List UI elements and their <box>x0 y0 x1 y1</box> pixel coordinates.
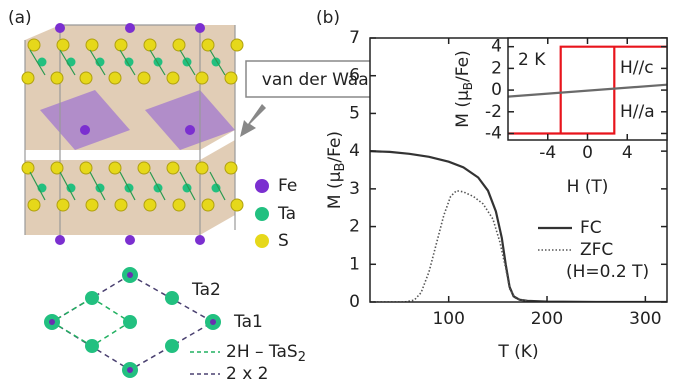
atom-s <box>86 39 98 51</box>
atom-s <box>51 72 63 84</box>
legend-atom <box>255 207 269 221</box>
y-tick-label: -2 <box>485 102 502 122</box>
y-axis-label-part: /Fe) <box>325 131 345 163</box>
atom-s <box>57 39 69 51</box>
x-axis-label: T (K) <box>497 342 538 362</box>
y-tick-label: 2 <box>349 217 360 237</box>
y-tick-label: 3 <box>349 179 360 199</box>
legend-atom <box>255 234 269 248</box>
atom-s <box>202 199 214 211</box>
y-tick-label: 6 <box>349 66 360 86</box>
y-axis-label-part: M (μ <box>453 90 473 128</box>
series-label: H//a <box>620 102 655 122</box>
y-tick-label: 0 <box>349 292 360 312</box>
atom-s <box>231 199 243 211</box>
atom-s <box>144 199 156 211</box>
legend-label: ZFC <box>580 240 613 260</box>
atom-ta <box>67 184 76 193</box>
atom-s <box>138 72 150 84</box>
y-tick-label: -4 <box>485 123 502 143</box>
x-tick-label: 100 <box>432 309 464 329</box>
panel-label: (a) <box>8 8 32 28</box>
atom-s <box>51 162 63 174</box>
site-label: Ta2 <box>191 280 221 300</box>
atom-fe <box>125 23 135 33</box>
lattice-legend: 2 x 2 <box>226 364 269 384</box>
atom-fe <box>185 125 195 135</box>
lattice-legend-sub: 2 <box>298 350 306 365</box>
panel-label: (b) <box>316 8 340 28</box>
lattice-legend: 2H – TaS2 <box>226 342 306 365</box>
y-axis-label-sub: B <box>461 82 475 90</box>
atom-s <box>225 162 237 174</box>
x-tick-label: -4 <box>539 143 556 163</box>
atom-s <box>115 199 127 211</box>
x-tick-label: 200 <box>531 309 563 329</box>
y-axis-label-part: M (μ <box>325 171 345 209</box>
atom-s <box>167 162 179 174</box>
atom-fe <box>195 23 205 33</box>
y-tick-label: 0 <box>491 80 502 100</box>
y-tick-label: 5 <box>349 103 360 123</box>
atom-s <box>202 39 214 51</box>
annotation: 2 K <box>518 50 546 70</box>
series-label: H//c <box>620 58 654 78</box>
x-axis-label: H (T) <box>567 177 609 197</box>
figure: (a) van der Waals Fe Ta S Ta2 Ta1 2H – T… <box>0 0 674 386</box>
atom-s <box>144 39 156 51</box>
x-tick-label: 4 <box>622 143 633 163</box>
lattice-legend-text: 2H – TaS <box>226 342 298 362</box>
atom-s <box>109 162 121 174</box>
atom-s <box>225 72 237 84</box>
y-axis-label-sub: B <box>333 163 348 172</box>
crystal-structure <box>22 23 243 245</box>
atom-s <box>22 72 34 84</box>
atom-s <box>173 39 185 51</box>
atom-fe <box>55 23 65 33</box>
atom-s <box>109 72 121 84</box>
y-axis-label: M (μB/Fe) <box>325 131 348 209</box>
atom-s <box>173 199 185 211</box>
callout-arrow <box>240 104 266 137</box>
legend-label: Fe <box>278 176 297 196</box>
atom-s <box>167 72 179 84</box>
callout-text: van der Waals <box>262 70 383 90</box>
atom-fe <box>55 235 65 245</box>
atom-s <box>80 72 92 84</box>
annotation: (H=0.2 T) <box>566 262 649 282</box>
atom-s <box>57 199 69 211</box>
x-tick-label: 0 <box>582 143 593 163</box>
x-tick-label: 300 <box>629 309 661 329</box>
y-tick-label: 2 <box>491 58 502 78</box>
atom-s <box>22 162 34 174</box>
y-tick-label: 4 <box>491 37 502 57</box>
y-tick-label: 7 <box>349 28 360 48</box>
legend-atom <box>255 179 269 193</box>
legend-label: FC <box>580 218 602 238</box>
atom-s <box>231 39 243 51</box>
legend-label: Ta <box>277 204 296 224</box>
atom-fe <box>125 235 135 245</box>
atom-s <box>86 199 98 211</box>
atom-s <box>138 162 150 174</box>
legend-label: S <box>278 231 289 251</box>
y-tick-label: 1 <box>349 254 360 274</box>
atom-s <box>28 39 40 51</box>
site-label: Ta1 <box>233 312 263 332</box>
y-axis-label-part: /Fe) <box>453 50 473 82</box>
y-tick-label: 4 <box>349 141 360 161</box>
atom-fe <box>195 235 205 245</box>
atom-s <box>115 39 127 51</box>
atom-s <box>196 72 208 84</box>
atom-fe <box>80 125 90 135</box>
atom-s <box>196 162 208 174</box>
atom-s <box>28 199 40 211</box>
